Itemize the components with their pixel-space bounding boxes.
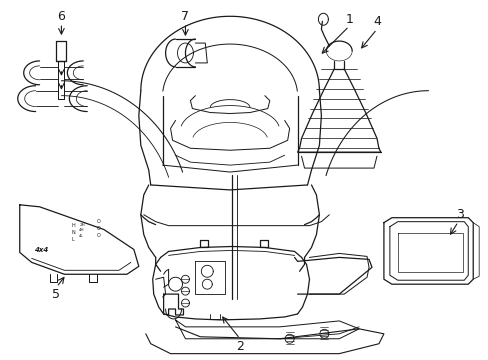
Text: 6: 6	[58, 10, 65, 23]
Text: 5: 5	[52, 288, 61, 301]
Text: 3: 3	[455, 208, 463, 221]
Text: 4x4: 4x4	[34, 247, 48, 253]
Text: 2H
4H
4L: 2H 4H 4L	[79, 223, 85, 238]
Text: O
O
O: O O O	[97, 219, 101, 238]
Text: 7: 7	[181, 10, 189, 23]
Text: H
N
L: H N L	[71, 223, 75, 242]
Text: 1: 1	[345, 13, 352, 26]
Text: 2: 2	[236, 340, 244, 353]
Text: 4: 4	[372, 15, 380, 28]
